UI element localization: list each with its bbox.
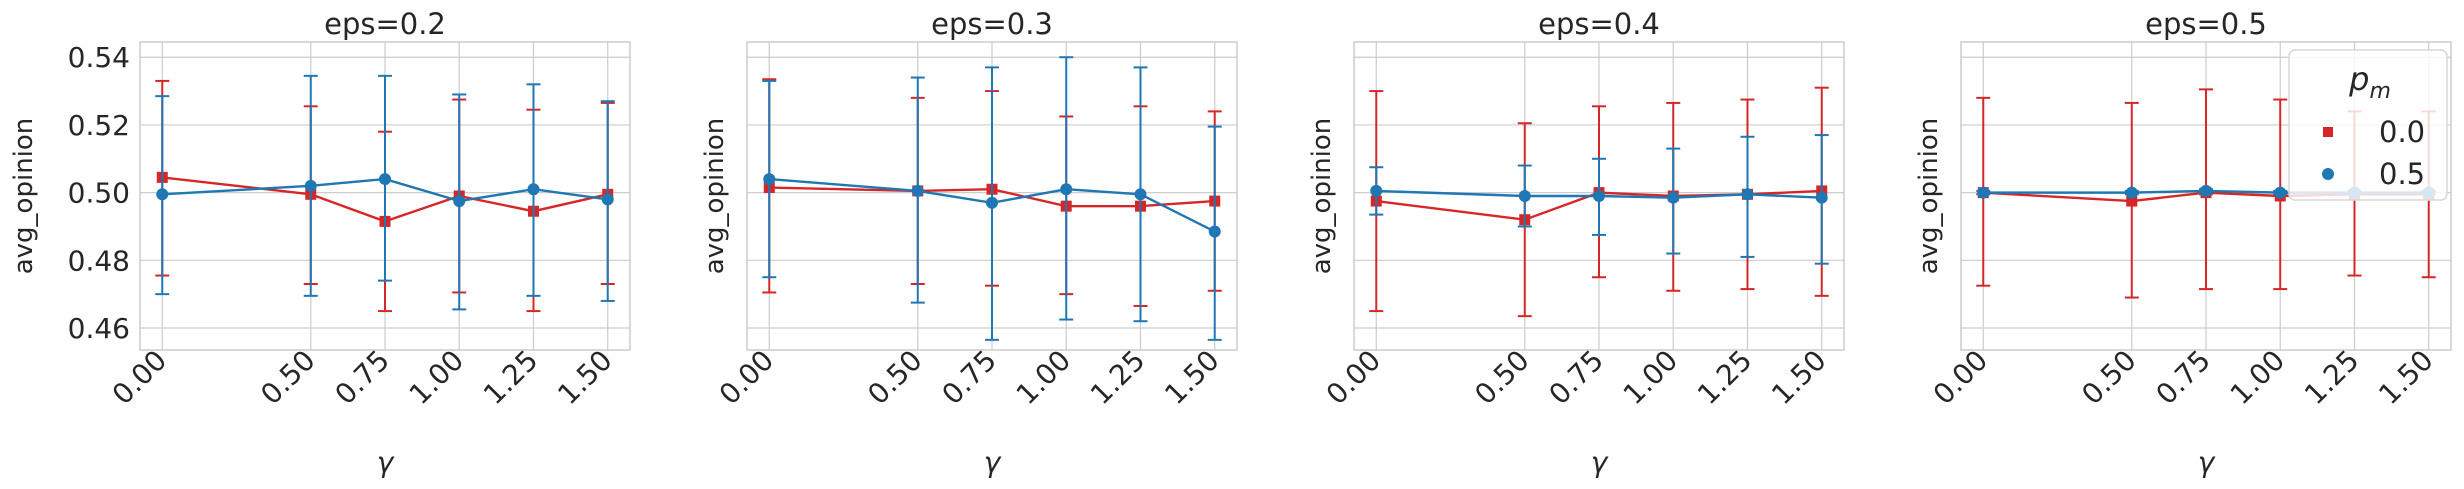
x-tick-label: 1.00: [403, 344, 470, 411]
x-tick-label: 1.50: [1158, 344, 1225, 411]
x-tick-label: 1.25: [1691, 344, 1758, 411]
data-point: [763, 173, 776, 186]
plot-frame: [139, 41, 631, 351]
x-tick-label: 1.00: [1010, 344, 1077, 411]
chart-title: eps=0.4: [1538, 7, 1660, 41]
chart-title: eps=0.3: [931, 7, 1053, 41]
x-tick-label: 0.50: [2075, 344, 2142, 411]
legend-title: pm: [2348, 60, 2391, 104]
data-point: [379, 173, 391, 186]
plot-frame: [746, 41, 1238, 351]
x-tick-label: 0.00: [1320, 344, 1387, 411]
legend-label: 0.0: [2379, 115, 2425, 149]
y-tick-label: 0.50: [68, 177, 130, 210]
legend-label: 0.5: [2379, 157, 2425, 191]
legend-marker-square: [2323, 127, 2333, 137]
series-line: [162, 176, 608, 223]
series-line: [162, 177, 608, 203]
data-point: [156, 188, 169, 201]
series-0-5: [1369, 134, 1829, 265]
data-point: [1518, 190, 1531, 202]
data-point: [304, 179, 317, 192]
data-point: [453, 195, 466, 208]
series-line: [769, 186, 1215, 208]
x-tick-label: 0.75: [936, 344, 1003, 411]
x-tick-label: 1.50: [1765, 344, 1832, 411]
x-axis-label: γ: [377, 446, 395, 479]
data-point: [1593, 190, 1605, 202]
x-tick-label: 1.00: [2224, 344, 2291, 411]
subplot-4: eps=0.5 avg_opinion 0.00 0.50 0.75 1.00 1.25 1.…: [1914, 7, 2452, 479]
x-tick-label: 0.00: [713, 344, 780, 411]
series-line: [769, 177, 1216, 233]
x-tick-label: 1.50: [2372, 344, 2439, 411]
data-point: [601, 193, 614, 206]
data-point: [1134, 188, 1147, 201]
x-tick-label: 1.50: [551, 344, 618, 411]
y-tick-label: 0.54: [68, 41, 130, 74]
data-point: [986, 196, 998, 209]
subplot-2: eps=0.3 avg_opinion 0.00 0.50 0.75 1.00 1.25 1.…: [700, 7, 1238, 479]
x-axis-label: γ: [1591, 446, 1609, 479]
y-tick-label: 0.48: [68, 244, 130, 277]
x-tick-label: 0.50: [254, 344, 321, 411]
data-point: [2126, 195, 2138, 207]
y-axis-label: avg_opinion: [1307, 118, 1337, 275]
data-point: [1208, 225, 1221, 238]
x-tick-label: 0.00: [1927, 344, 1994, 411]
data-point: [2125, 186, 2138, 199]
x-tick-label: 1.25: [2298, 344, 2365, 411]
x-axis-label: γ: [2198, 446, 2216, 479]
data-point: [2274, 186, 2287, 199]
x-tick-label: 0.50: [861, 344, 928, 411]
y-tick-label: 0.46: [68, 312, 130, 345]
chart-title: eps=0.2: [324, 7, 446, 41]
series-0-5: [762, 56, 1222, 341]
x-tick-label: 1.25: [1084, 344, 1151, 411]
series-0-5: [155, 74, 615, 311]
x-tick-label: 0.75: [1543, 344, 1610, 411]
legend: pm 0.0 0.5: [2288, 49, 2448, 201]
x-tick-label: 1.00: [1617, 344, 1684, 411]
data-point: [1060, 183, 1073, 196]
subplot-3: eps=0.4 avg_opinion 0.00 0.50 0.75 1.00 1.25 1.…: [1307, 7, 1845, 479]
legend-box: [2288, 49, 2448, 201]
plot-frame: [1353, 41, 1845, 351]
x-tick-label: 0.75: [329, 344, 396, 411]
data-point: [1977, 186, 1990, 199]
x-tick-label: 1.25: [477, 344, 544, 411]
data-point: [2200, 184, 2212, 197]
data-point: [527, 183, 540, 196]
data-point: [1667, 191, 1680, 204]
x-tick-label: 0.75: [2150, 344, 2217, 411]
data-point: [911, 184, 924, 197]
x-axis-label: γ: [984, 446, 1002, 479]
y-axis-label: avg_opinion: [1914, 118, 1944, 275]
subplot-1: eps=0.2 0.46 0.48 0.50 0.52 0.54 avg_opinion 0.…: [9, 7, 631, 479]
data-point: [1370, 184, 1383, 197]
plot-frame: [1960, 41, 2452, 351]
data-point: [1815, 191, 1828, 204]
x-tick-label: 0.00: [106, 344, 173, 411]
y-axis-label: avg_opinion: [700, 118, 730, 275]
y-tick-label: 0.52: [68, 109, 130, 142]
legend-marker-circle: [2322, 168, 2334, 180]
y-axis-label: avg_opinion: [9, 118, 39, 275]
series-line: [1376, 189, 1822, 199]
x-tick-label: 0.50: [1468, 344, 1535, 411]
data-point: [1741, 188, 1754, 201]
chart-title: eps=0.5: [2145, 7, 2267, 41]
